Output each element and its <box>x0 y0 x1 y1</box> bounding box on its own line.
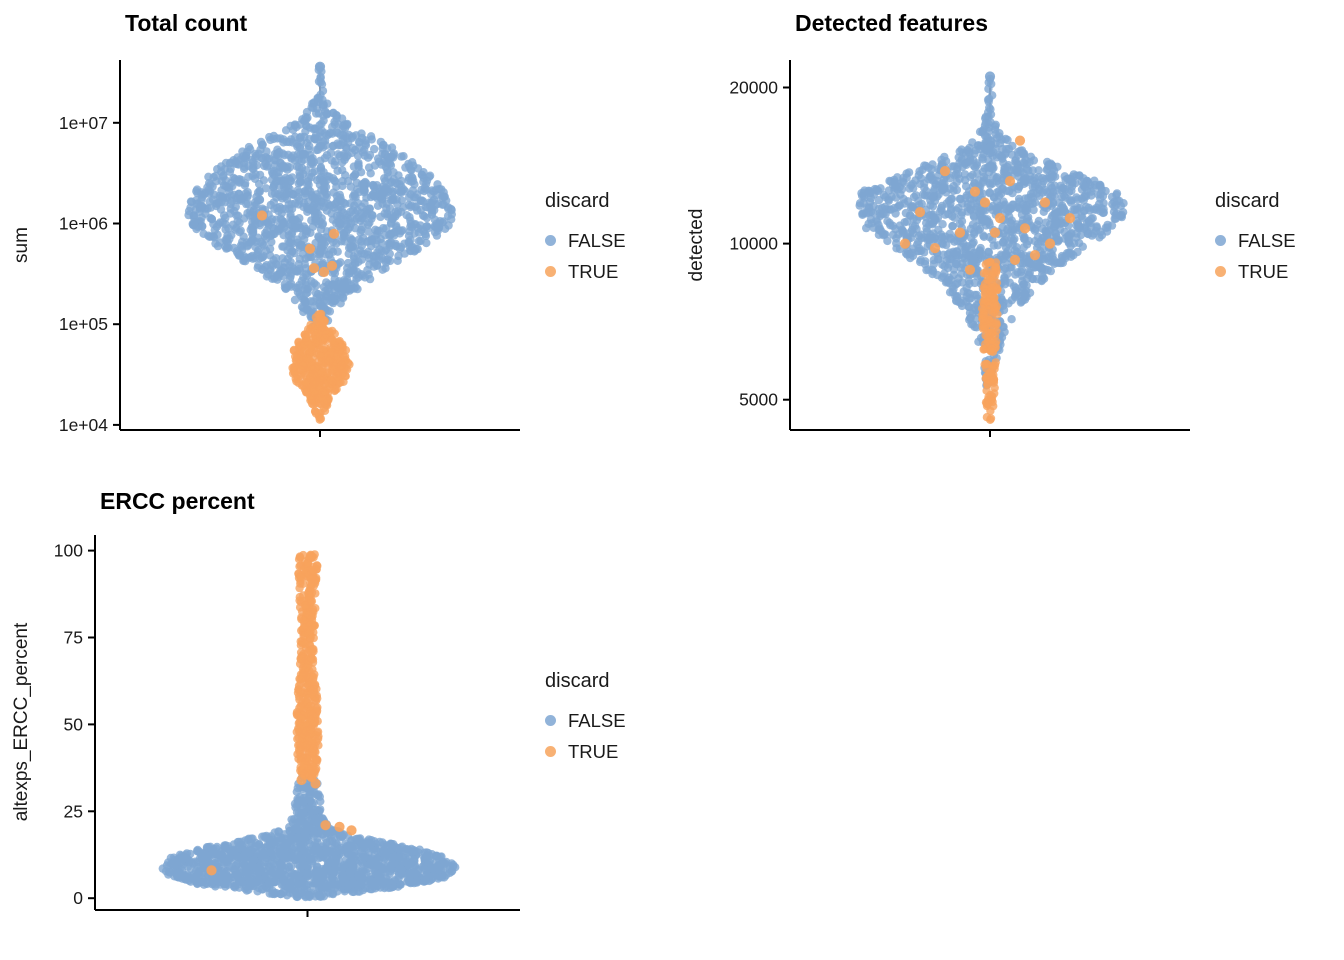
chart-title-ercc-percent: ERCC percent <box>100 488 255 514</box>
legend-dot-true-icon <box>1215 266 1226 277</box>
svg-text:1e+04: 1e+04 <box>59 415 108 435</box>
plot-area-total-count: 1e+04 1e+05 1e+06 1e+07 <box>59 60 520 437</box>
legend-label-false: FALSE <box>1238 229 1296 251</box>
svg-text:1e+07: 1e+07 <box>59 113 108 133</box>
legend-discard: discard FALSE TRUE <box>545 670 626 767</box>
legend-dot-true-icon <box>545 266 556 277</box>
svg-text:1e+06: 1e+06 <box>59 214 108 234</box>
legend-dot-false-icon <box>1215 235 1226 246</box>
legend-title: discard <box>545 670 610 692</box>
svg-text:20000: 20000 <box>729 78 778 98</box>
legend-item-false: FALSE <box>1215 225 1296 256</box>
legend-label-true: TRUE <box>568 740 619 762</box>
panel-detected-features: Detected features detected 5000 10000 2000… <box>672 0 1344 470</box>
legend-discard: discard FALSE TRUE <box>1215 190 1296 287</box>
svg-text:10000: 10000 <box>729 234 778 254</box>
chart-title-detected-features: Detected features <box>795 10 989 36</box>
legend-label-false: FALSE <box>568 229 626 251</box>
chart-title-total-count: Total count <box>125 10 248 36</box>
legend-discard: discard FALSE TRUE <box>545 190 626 287</box>
plot-area-detected-features: 5000 10000 20000 <box>729 60 1190 437</box>
panel-total-count: Total count sum 1e+04 1e+05 1e+06 1e+07 dis… <box>0 0 672 470</box>
panel-ercc-percent: ERCC percent altexps_ERCC_percent 0 25 50 7… <box>0 480 672 960</box>
svg-text:5000: 5000 <box>739 390 778 410</box>
legend-label-false: FALSE <box>568 709 626 731</box>
legend-item-true: TRUE <box>1215 256 1296 287</box>
legend-label-true: TRUE <box>1238 260 1289 282</box>
legend-dot-false-icon <box>545 715 556 726</box>
legend-title: discard <box>1215 190 1280 212</box>
legend-item-true: TRUE <box>545 736 626 767</box>
legend-item-false: FALSE <box>545 225 626 256</box>
legend-item-false: FALSE <box>545 705 626 736</box>
legend-item-true: TRUE <box>545 256 626 287</box>
svg-text:1e+05: 1e+05 <box>59 314 108 334</box>
legend-dot-false-icon <box>545 235 556 246</box>
legend-title: discard <box>545 190 610 212</box>
legend-dot-true-icon <box>545 746 556 757</box>
legend-label-true: TRUE <box>568 260 619 282</box>
